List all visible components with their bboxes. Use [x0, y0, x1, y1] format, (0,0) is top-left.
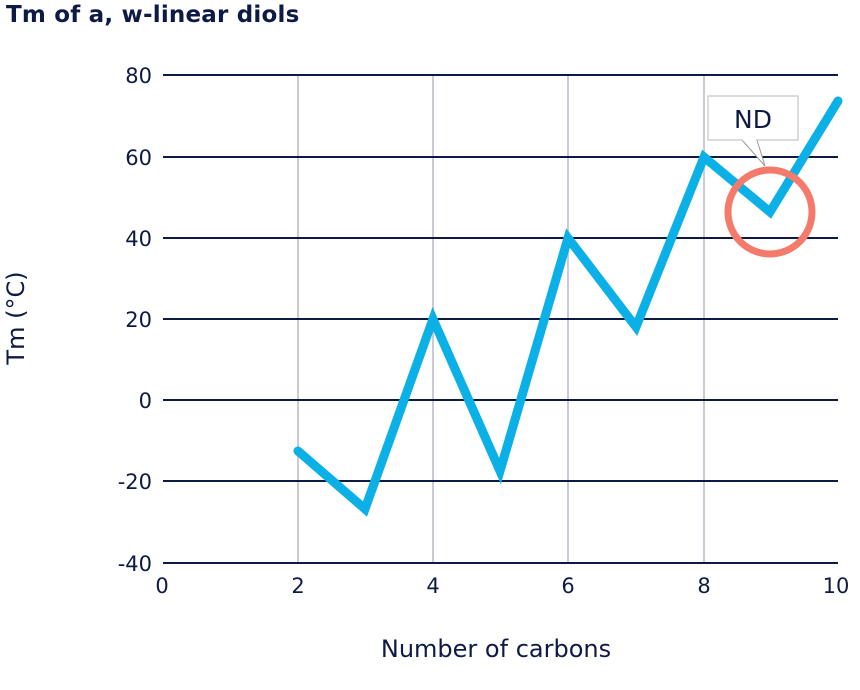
svg-text:0: 0 — [155, 574, 168, 598]
horizontal-gridlines — [163, 74, 838, 564]
x-axis-label: Number of carbons — [381, 635, 611, 663]
svg-text:60: 60 — [125, 146, 152, 170]
svg-text:2: 2 — [291, 574, 304, 598]
svg-text:10: 10 — [823, 574, 850, 598]
svg-text:20: 20 — [125, 308, 152, 332]
x-axis-ticks: 0 2 4 6 8 10 — [155, 574, 849, 598]
nd-callout: ND — [707, 95, 799, 167]
svg-text:40: 40 — [125, 227, 152, 251]
svg-text:80: 80 — [125, 64, 152, 88]
svg-text:-40: -40 — [118, 552, 152, 576]
series-line-tm — [293, 96, 843, 517]
nd-label: ND — [734, 105, 772, 134]
svg-text:-20: -20 — [118, 470, 152, 494]
y-axis-label: Tm (°C) — [2, 271, 30, 365]
y-axis-ticks: 80 60 40 20 0 -20 -40 — [118, 64, 152, 576]
highlight-circle — [724, 166, 816, 258]
svg-text:8: 8 — [697, 574, 710, 598]
chart-title: Tm of a, w-linear diols — [6, 2, 300, 28]
svg-text:0: 0 — [139, 389, 152, 413]
svg-text:6: 6 — [561, 574, 574, 598]
svg-text:4: 4 — [426, 574, 439, 598]
